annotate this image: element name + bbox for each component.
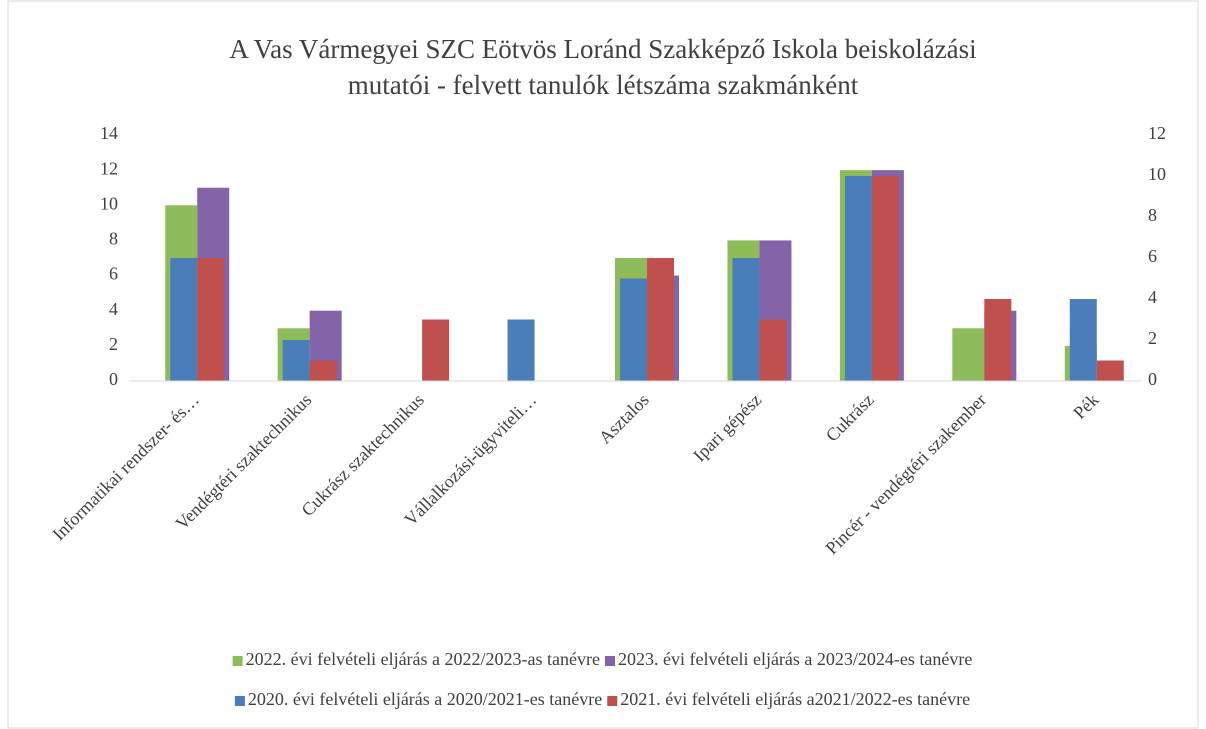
- bar: [620, 278, 647, 381]
- chart-title: A Vas Vármegyei SZC Eötvös Loránd Szakké…: [229, 34, 976, 64]
- legend-swatch: [234, 696, 245, 706]
- y2-tick-label: 10: [1148, 164, 1166, 184]
- bar: [732, 258, 760, 381]
- legend-label: 2023. évi felvételi eljárás a 2023/2024-…: [618, 649, 972, 669]
- y-tick-label: 0: [109, 369, 118, 389]
- y2-tick-label: 12: [1148, 123, 1166, 143]
- legend-swatch: [605, 656, 615, 666]
- chart-title: mutatói - felvett tanulók létszáma szakm…: [348, 70, 859, 100]
- y-tick-label: 10: [100, 193, 118, 213]
- bar: [647, 258, 674, 381]
- bar: [197, 258, 225, 381]
- y-tick-label: 6: [109, 264, 118, 284]
- bar: [1069, 299, 1097, 381]
- bar: [1096, 360, 1124, 381]
- y-tick-label: 12: [100, 158, 118, 178]
- bar: [507, 319, 535, 381]
- y2-tick-label: 4: [1148, 287, 1157, 307]
- legend-swatch: [232, 656, 243, 666]
- bar: [759, 319, 787, 381]
- y-tick-label: 14: [100, 123, 118, 143]
- y2-tick-label: 8: [1148, 205, 1157, 225]
- bar: [422, 319, 450, 381]
- y2-tick-label: 0: [1148, 369, 1157, 389]
- bar: [309, 360, 337, 381]
- y-tick-label: 2: [109, 334, 118, 354]
- legend-label: 2020. évi felvételi eljárás a 2020/2021-…: [248, 689, 602, 709]
- bar: [170, 258, 198, 381]
- bar: [952, 328, 985, 381]
- y-tick-label: 8: [109, 229, 118, 249]
- bar: [844, 176, 872, 381]
- bar: [282, 340, 310, 381]
- bar: [871, 176, 899, 381]
- legend-swatch: [607, 696, 618, 706]
- y-tick-label: 4: [109, 299, 118, 319]
- y2-tick-label: 6: [1148, 246, 1157, 266]
- bar: [984, 299, 1012, 381]
- legend-label: 2021. évi felvételi eljárás a2021/2022-e…: [620, 689, 970, 709]
- y2-tick-label: 2: [1148, 328, 1157, 348]
- legend-label: 2022. évi felvételi eljárás a 2022/2023-…: [246, 649, 600, 669]
